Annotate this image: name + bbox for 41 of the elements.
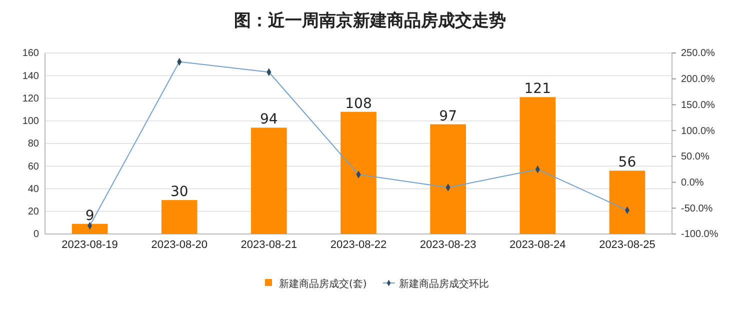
data-label: 9 [85,208,94,224]
y2-tick-label: -100.0% [681,229,718,240]
bar [72,224,108,234]
x-tick-label: 2023-08-20 [151,238,208,251]
x-tick-label: 2023-08-23 [420,238,476,251]
y-tick-label: 160 [22,48,40,60]
y2-tick-label: 250.0% [681,48,716,60]
bar [161,200,198,234]
data-label: 94 [260,112,278,128]
x-tick-label: 2023-08-22 [330,238,387,251]
bar [340,112,376,234]
y-tick-label: 0 [33,229,40,240]
chart-title: 图：近一周南京新建商品房成交走势 [234,11,506,31]
y-tick-label: 120 [22,93,40,104]
y2-tick-label: -50.0% [681,203,713,214]
bar [251,128,287,234]
x-tick-label: 2023-08-24 [510,238,566,251]
data-label: 121 [524,81,552,98]
data-label: 108 [345,96,372,112]
data-label: 97 [439,108,457,124]
y2-tick-label: 50.0% [681,152,710,163]
x-tick-label: 2023-08-21 [240,238,298,251]
y-tick-label: 40 [28,184,40,195]
y2-tick-label: 0.0% [681,177,704,188]
legend-label: 新建商品房成交环比 [398,278,489,290]
data-label: 56 [618,154,636,171]
y-tick-label: 20 [28,206,40,218]
x-tick-label: 2023-08-25 [599,238,656,251]
x-tick-label: 2023-08-19 [62,238,118,251]
y-tick-label: 140 [22,70,40,82]
y-tick-label: 60 [28,161,40,172]
data-label: 30 [170,184,188,200]
y2-tick-label: 100.0% [681,126,716,137]
legend-label: 新建商品房成交(套) [279,278,367,290]
y-tick-label: 100 [22,116,40,128]
y-tick-label: 80 [28,138,40,150]
y2-tick-label: 200.0% [681,74,716,86]
bar [609,170,646,234]
y2-tick-label: 150.0% [681,100,716,111]
bar [520,97,556,234]
bar [430,124,466,234]
